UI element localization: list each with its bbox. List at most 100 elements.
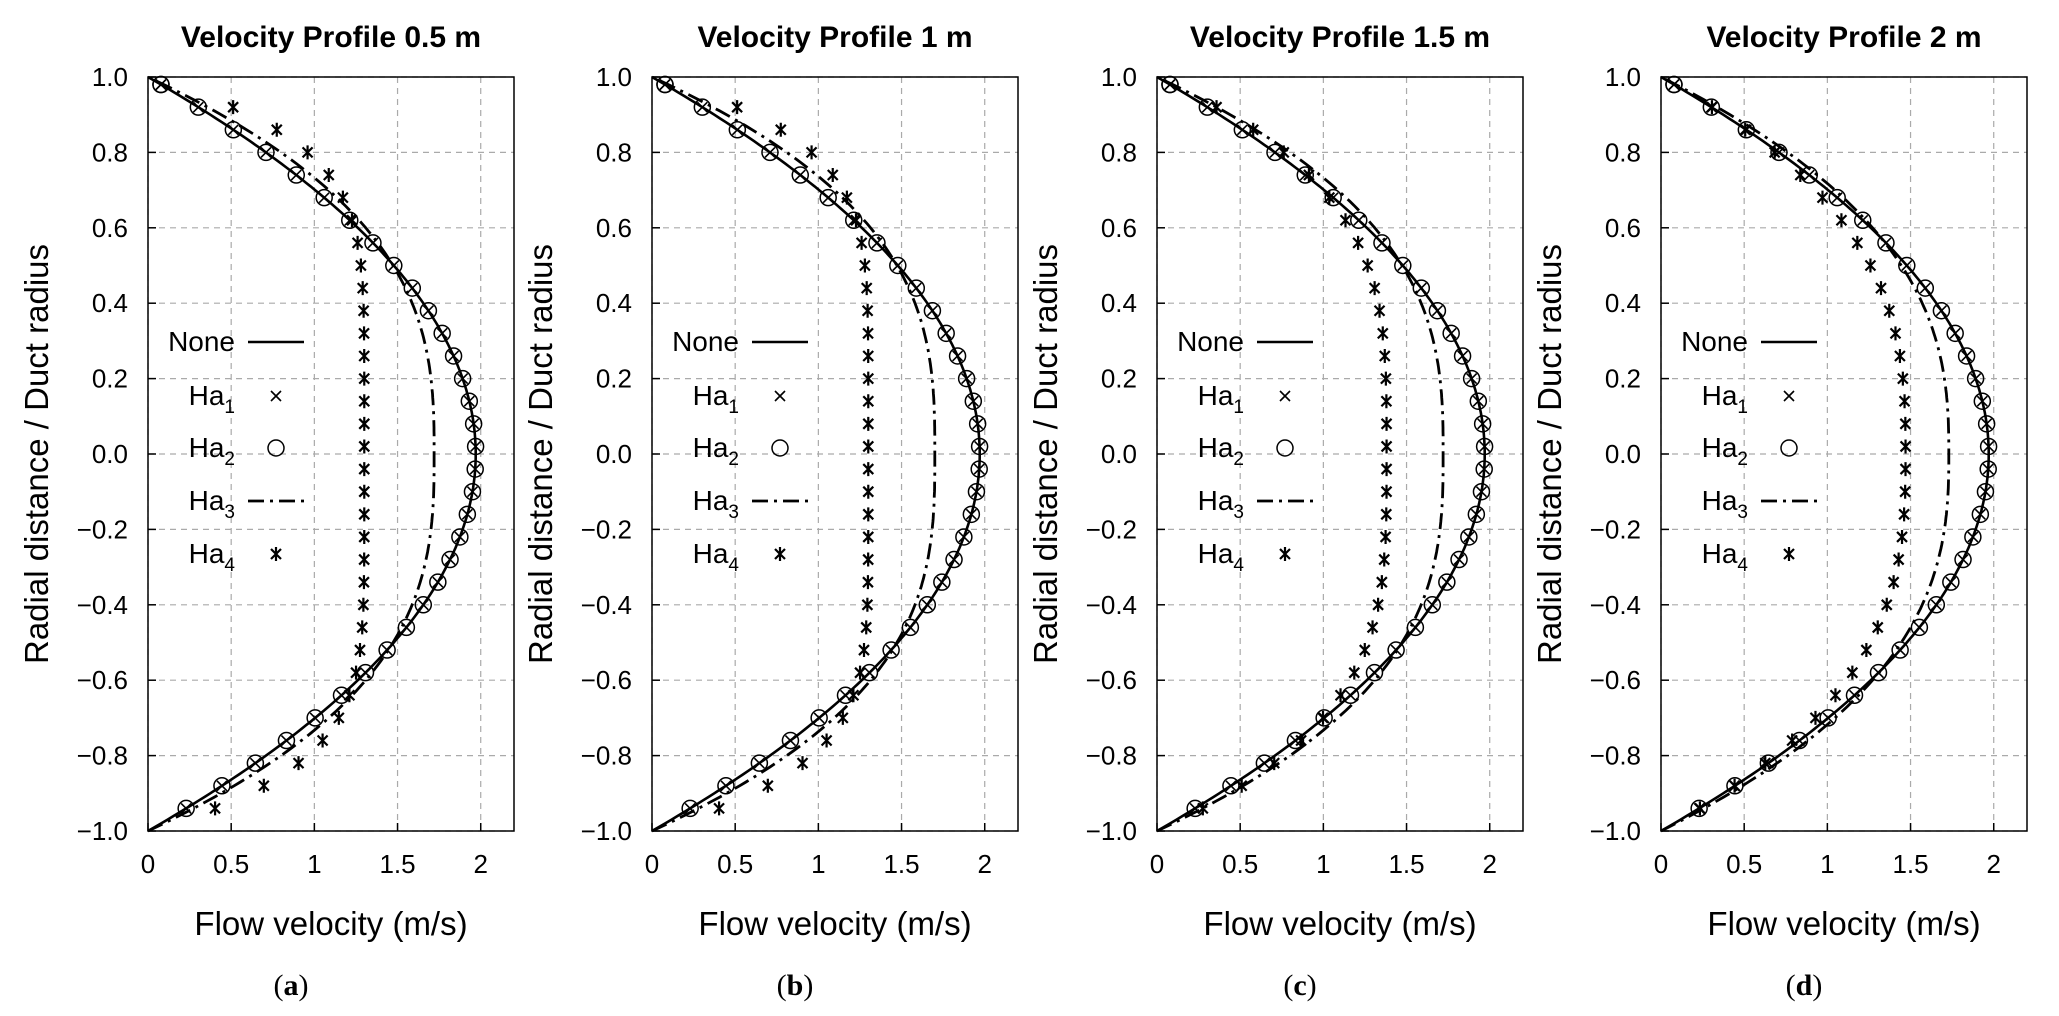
point-Ha2	[781, 731, 800, 750]
point-Ha4	[358, 371, 371, 386]
point-Ha2	[466, 460, 484, 478]
point-Ha1	[753, 757, 765, 769]
series-Ha4	[1694, 100, 1912, 816]
point-Ha4	[1894, 348, 1906, 363]
point-Ha4	[355, 258, 367, 273]
y-tick-label: 0.8	[1605, 137, 1641, 167]
point-Ha2	[810, 709, 828, 727]
point-Ha4	[301, 145, 314, 160]
point-Ha1	[1970, 373, 1982, 385]
point-Ha2	[458, 505, 477, 524]
point-Ha4	[1377, 326, 1389, 341]
y-tick-label: 0.0	[596, 439, 632, 469]
point-Ha4	[1378, 552, 1391, 567]
point-Ha1	[1457, 350, 1469, 362]
point-Ha4	[862, 552, 874, 567]
point-Ha2	[1469, 392, 1488, 410]
point-Ha2	[403, 279, 422, 297]
legend-swatch-Ha4	[270, 547, 282, 561]
x-axis-label: Flow velocity (m/s)	[698, 905, 971, 942]
point-Ha4	[358, 507, 371, 522]
x-tick-label: 0.5	[1222, 849, 1258, 879]
point-Ha1	[280, 734, 293, 747]
y-tick-label: 0.6	[1605, 213, 1641, 243]
point-Ha2	[1979, 437, 1998, 456]
point-Ha1	[1930, 599, 1942, 611]
y-tick-label: 0.0	[1605, 439, 1641, 469]
point-Ha1	[1463, 531, 1475, 543]
y-tick-label: −0.8	[77, 741, 128, 771]
point-Ha4	[292, 756, 305, 771]
series-Ha4	[713, 100, 875, 816]
point-Ha2	[1927, 596, 1946, 614]
point-Ha1	[1201, 101, 1213, 113]
point-Ha1	[249, 757, 261, 769]
point-Ha4	[1897, 371, 1909, 386]
point-Ha2	[1296, 166, 1315, 184]
y-tick-label: 0.2	[596, 364, 632, 394]
point-Ha4	[1829, 688, 1842, 703]
y-tick-label: 0.8	[92, 137, 128, 167]
point-Ha2	[152, 75, 170, 94]
y-axis-label: Radial distance / Duct radius	[1531, 244, 1568, 664]
point-Ha1	[972, 418, 984, 430]
y-tick-label: −0.8	[581, 741, 632, 771]
y-tick-label: 0.2	[1101, 364, 1137, 394]
y-tick-label: −0.6	[1086, 665, 1137, 695]
point-Ha2	[889, 256, 907, 275]
point-Ha2	[1869, 663, 1888, 682]
point-Ha4	[858, 643, 870, 658]
point-Ha2	[750, 754, 769, 772]
point-Ha4	[862, 326, 874, 341]
point-Ha1	[952, 350, 964, 362]
point-Ha4	[350, 665, 362, 680]
point-Ha1	[216, 780, 228, 792]
series-Ha4	[209, 100, 371, 816]
chart-panel-a: 0 0.5 1 1.5 2 1.0 0.8 0.6 0.4 0.2 0.0 −0.2 −0.4 −0.6 −…	[18, 21, 515, 1002]
point-Ha2	[453, 369, 472, 388]
x-tick-label: 0	[645, 849, 659, 879]
point-Ha4	[1871, 620, 1884, 635]
point-Ha2	[1373, 234, 1391, 252]
point-Ha1	[1415, 282, 1427, 294]
point-Ha2	[1910, 618, 1929, 637]
series-Ha3	[1156, 75, 1445, 833]
point-Ha2	[1341, 686, 1360, 705]
point-Ha1	[892, 259, 904, 272]
point-Ha2	[463, 482, 482, 501]
y-tick-label: −1.0	[1086, 816, 1137, 846]
point-Ha2	[945, 550, 963, 569]
point-Ha4	[357, 303, 370, 318]
point-Ha4	[1380, 416, 1393, 431]
point-Ha4	[1379, 348, 1391, 363]
point-Ha1	[457, 373, 469, 385]
point-Ha1	[1353, 214, 1365, 226]
point-Ha2	[964, 392, 983, 410]
point-Ha4	[1883, 303, 1896, 318]
point-Ha4	[322, 168, 335, 183]
point-Ha1	[406, 282, 418, 294]
point-Ha4	[346, 213, 358, 228]
point-Ha2	[1475, 437, 1494, 456]
point-Ha4	[1348, 665, 1361, 680]
point-Ha2	[957, 369, 976, 388]
point-Ha2	[1828, 188, 1846, 207]
point-Ha1	[470, 440, 482, 453]
point-Ha1	[469, 463, 481, 475]
y-tick-label: 0.0	[92, 439, 128, 469]
x-tick-label: 0.5	[717, 849, 753, 879]
y-tick-label: 0.8	[1101, 137, 1137, 167]
point-Ha1	[1466, 373, 1478, 385]
x-tick-label: 1.5	[1388, 849, 1424, 879]
legend-label-Ha3: Ha3	[1702, 485, 1748, 523]
point-Ha4	[1899, 484, 1911, 499]
point-Ha4	[358, 348, 370, 363]
point-Ha4	[358, 484, 371, 499]
legend-swatch-Ha1	[774, 390, 786, 402]
point-Ha4	[1380, 462, 1393, 477]
point-Ha2	[1891, 641, 1909, 659]
legend-swatch-Ha2	[1780, 439, 1798, 457]
point-Ha4	[358, 462, 371, 477]
point-Ha4	[1380, 394, 1393, 409]
point-Ha4	[1694, 801, 1706, 816]
